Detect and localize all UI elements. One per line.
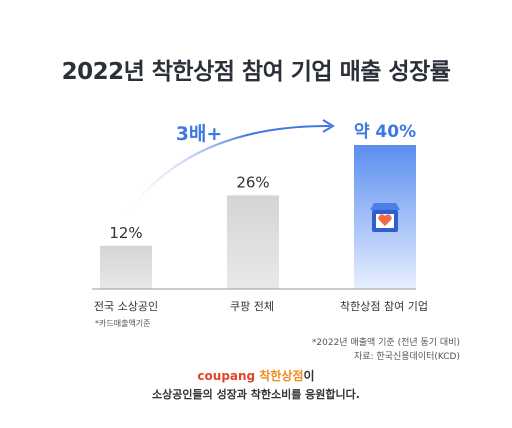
source: 자료: 한국신용데이터(KCD) — [353, 352, 460, 362]
brand-suffix: 이 — [303, 369, 315, 383]
arc-arrowhead — [322, 119, 335, 133]
category-label-2: 착한상점 참여 기업 — [340, 300, 428, 313]
annotation-label: 3배+ — [176, 123, 223, 145]
brand-line: coupang 착한상점이 — [0, 367, 512, 384]
category-note-0: *카드매출액기준 — [95, 319, 151, 328]
coupang-logo: coupang — [197, 369, 256, 383]
category-label-0: 전국 소상공인 — [93, 300, 159, 313]
footnote: *2022년 매출액 기준 (전년 동기 대비) — [311, 338, 460, 348]
slogan: 소상공인들의 성장과 착한소비를 응원합니다. — [152, 388, 360, 401]
chart-title: 2022년 착한상점 참여 기업 매출 성장률 — [61, 59, 451, 85]
growth-arc — [124, 124, 331, 217]
category-label-1: 쿠팡 전체 — [230, 300, 274, 313]
value-label-0: 12% — [109, 224, 142, 242]
bar-1 — [227, 195, 279, 289]
store-heart-icon — [370, 203, 400, 232]
value-label-2: 약 40% — [354, 121, 416, 142]
value-label-1: 26% — [236, 173, 269, 191]
bar-0 — [100, 245, 152, 289]
brand-program: 착한상점 — [259, 369, 304, 383]
